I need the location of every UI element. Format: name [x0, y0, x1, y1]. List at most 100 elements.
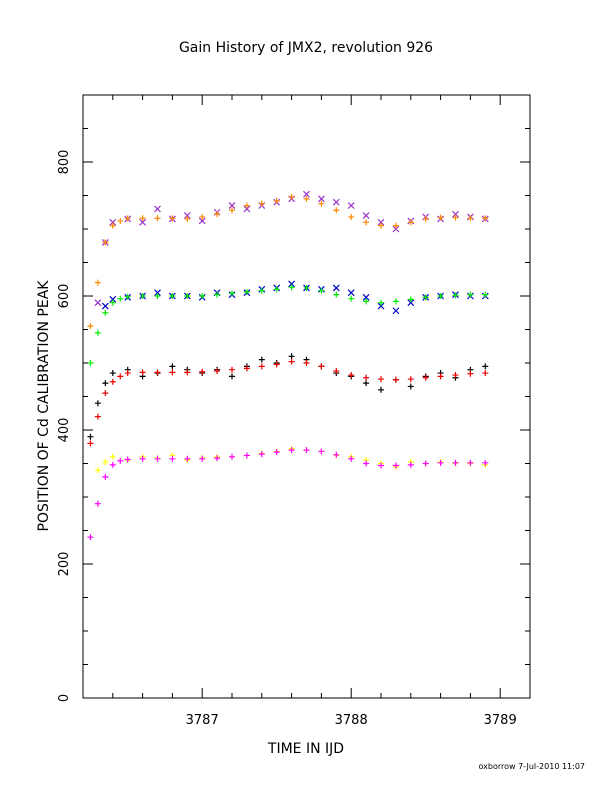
x-axis-label: TIME IN IJD: [267, 741, 344, 757]
data-point: [288, 284, 295, 291]
data-point: [154, 289, 161, 297]
data-point: [199, 213, 206, 220]
data-point: [437, 373, 444, 380]
series-4: [87, 353, 489, 440]
series-1: [87, 193, 489, 330]
data-point: [184, 369, 191, 376]
data-point: [288, 353, 295, 360]
data-point: [124, 293, 131, 300]
series-3: [87, 284, 489, 366]
data-point: [452, 372, 459, 379]
data-point: [214, 455, 221, 462]
data-point: [102, 390, 109, 397]
data-point: [102, 309, 109, 316]
data-point: [229, 207, 235, 214]
data-point: [228, 202, 236, 209]
data-point: [392, 298, 399, 305]
data-point: [452, 292, 459, 299]
data-point: [363, 219, 370, 226]
data-point: [437, 459, 444, 466]
data-point: [333, 207, 340, 214]
data-point: [407, 376, 414, 383]
data-point: [363, 374, 370, 381]
data-point: [243, 452, 250, 459]
data-point: [347, 289, 355, 297]
data-point: [139, 215, 146, 222]
data-point: [437, 293, 444, 299]
y-tick-label: 0: [57, 694, 72, 702]
data-point: [139, 369, 146, 376]
data-point: [94, 413, 101, 420]
data-point: [101, 302, 109, 310]
data-point: [333, 291, 340, 298]
series-2: [101, 280, 489, 315]
data-point: [154, 293, 161, 299]
data-point: [214, 211, 221, 218]
data-point: [348, 455, 355, 462]
data-point: [377, 302, 385, 310]
data-point: [139, 293, 146, 299]
data-point: [273, 197, 280, 204]
data-point: [362, 293, 370, 301]
data-point: [303, 284, 310, 291]
data-point: [183, 212, 191, 220]
data-point: [258, 451, 265, 458]
data-point: [169, 293, 176, 299]
data-point: [102, 473, 109, 480]
data-point: [94, 299, 102, 307]
data-points: [87, 190, 489, 541]
data-point: [407, 461, 414, 468]
y-tick-label: 800: [57, 150, 72, 175]
data-point: [362, 212, 370, 220]
data-point: [467, 370, 474, 377]
data-point: [273, 449, 280, 456]
data-point: [378, 222, 384, 229]
data-point: [109, 295, 117, 303]
data-point: [94, 279, 101, 286]
data-point: [229, 290, 235, 297]
data-point: [318, 287, 325, 294]
data-point: [139, 455, 146, 462]
data-point: [184, 215, 191, 222]
data-point: [422, 374, 429, 381]
data-point: [154, 369, 161, 376]
data-point: [102, 380, 109, 387]
data-point: [258, 200, 265, 207]
data-point: [273, 361, 280, 368]
data-point: [363, 380, 370, 387]
data-point: [377, 218, 385, 226]
data-point: [452, 214, 459, 221]
data-point: [258, 287, 265, 294]
data-point: [87, 440, 94, 447]
data-point: [288, 358, 295, 365]
data-point: [348, 372, 355, 379]
data-point: [87, 534, 94, 541]
data-point: [169, 455, 176, 462]
data-point: [94, 329, 101, 336]
data-point: [154, 205, 161, 213]
data-point: [333, 451, 340, 458]
series-5: [87, 358, 489, 447]
data-point: [378, 462, 384, 469]
data-point: [303, 447, 310, 454]
plot-frame: [82, 94, 531, 699]
data-point: [288, 447, 295, 454]
data-point: [94, 500, 101, 507]
data-point: [407, 219, 414, 226]
data-point: [467, 459, 474, 466]
data-point: [482, 363, 489, 370]
data-point: [467, 291, 474, 298]
data-point: [243, 205, 251, 213]
data-point: [258, 356, 265, 363]
data-point: [117, 373, 124, 380]
data-point: [109, 461, 116, 468]
data-point: [392, 222, 399, 229]
data-point: [94, 467, 101, 474]
data-point: [482, 370, 489, 377]
data-point: [318, 200, 325, 207]
x-tick-label: 3787: [186, 713, 219, 728]
y-axis-ticks: 0 200 400 600 800: [57, 128, 530, 702]
data-point: [124, 456, 131, 463]
data-point: [318, 448, 325, 455]
data-point: [109, 218, 117, 226]
